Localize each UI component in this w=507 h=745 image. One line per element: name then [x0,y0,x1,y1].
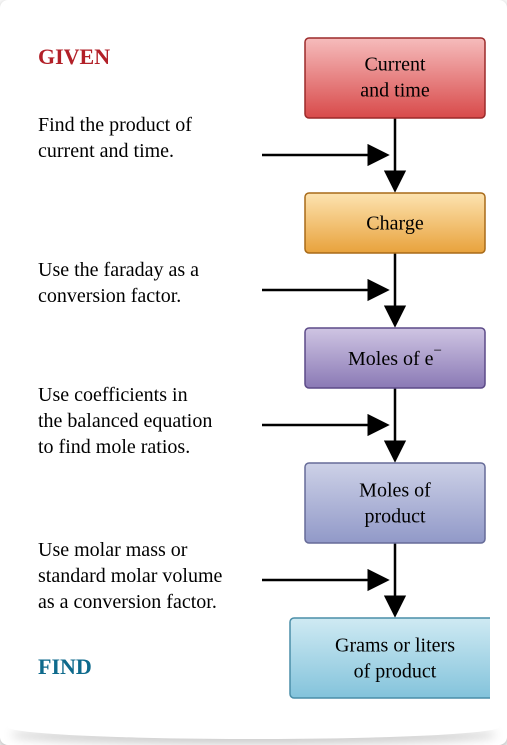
box4-line1: Moles of [359,480,431,502]
box1-line2: and time [360,80,430,102]
box3-text: Moles of e− [348,343,442,369]
step4-line2: standard molar volume [38,565,223,587]
step3-line3: to find mole ratios. [38,436,190,458]
box5-line1: Grams or liters [335,635,455,657]
step3-line2: the balanced equation [38,410,212,432]
step4-line3: as a conversion factor. [38,591,217,613]
step2-line2: conversion factor. [38,285,181,307]
box-current-time [305,38,485,118]
box-moles-product [305,463,485,543]
box1-line1: Current [364,54,426,76]
step3-line1: Use coefficients in [38,384,188,406]
step2-line1: Use the faraday as a [38,259,199,281]
step1-line1: Find the product of [38,114,192,136]
box2-text: Charge [366,213,424,235]
box4-line2: product [364,506,426,528]
step4-line1: Use molar mass or [38,539,188,561]
given-label: GIVEN [38,44,110,69]
find-label: FIND [38,654,92,679]
box5-line2: of product [354,661,437,683]
step1-line2: current and time. [38,140,174,162]
box-grams-liters [290,618,490,698]
